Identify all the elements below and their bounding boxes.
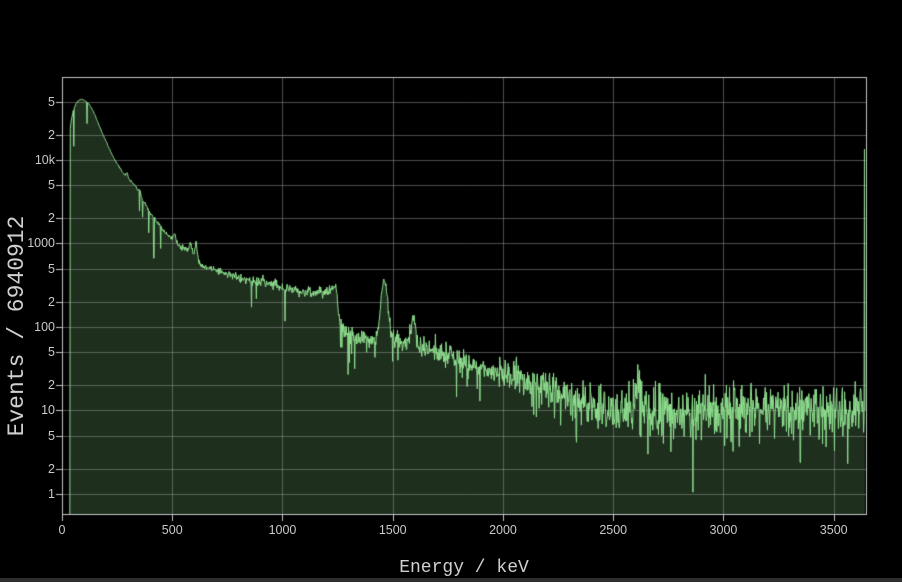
y-tick-label: 5	[48, 94, 55, 109]
x-axis-title: Energy / keV	[399, 558, 529, 578]
y-tick-label: 5	[48, 178, 55, 193]
y-tick-label: 2	[48, 294, 55, 309]
y-tick-label: 2	[48, 211, 55, 226]
x-tick-label: 2500	[599, 523, 628, 537]
x-tick-label: 0	[58, 523, 66, 537]
y-tick-label: 10	[41, 403, 55, 418]
y-tick-label: 5	[48, 261, 55, 276]
y-tick-label: 2	[48, 461, 55, 476]
x-tick-label: 1500	[378, 523, 407, 537]
y-tick-label: 5	[48, 345, 55, 360]
y-tick-label: 100	[34, 319, 55, 334]
y-tick-label: 5	[48, 428, 55, 443]
y-tick-label: 1	[48, 486, 55, 501]
window-bottom-edge	[0, 578, 902, 582]
x-tick-label: 500	[161, 523, 183, 537]
y-tick-label: 10k	[34, 152, 55, 167]
y-tick-label: 1000	[27, 236, 55, 251]
x-tick-label: 3500	[819, 523, 848, 537]
y-tick-label: 2	[48, 127, 55, 142]
x-tick-label: 1000	[268, 523, 297, 537]
x-tick-label: 3000	[709, 523, 738, 537]
x-tick-label: 2000	[489, 523, 517, 537]
y-tick-label: 2	[48, 378, 55, 393]
y-axis-title: Events / 6940912	[4, 215, 30, 437]
